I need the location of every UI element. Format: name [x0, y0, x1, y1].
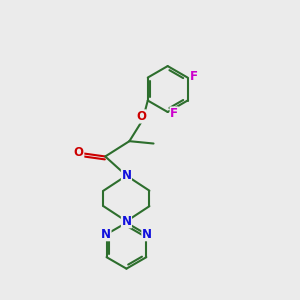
Text: N: N: [101, 228, 111, 241]
Text: O: O: [74, 146, 84, 159]
Text: O: O: [136, 110, 146, 123]
Text: N: N: [142, 228, 152, 241]
Text: F: F: [170, 107, 178, 120]
Text: N: N: [122, 215, 131, 228]
Text: F: F: [190, 70, 198, 83]
Text: N: N: [122, 169, 131, 182]
